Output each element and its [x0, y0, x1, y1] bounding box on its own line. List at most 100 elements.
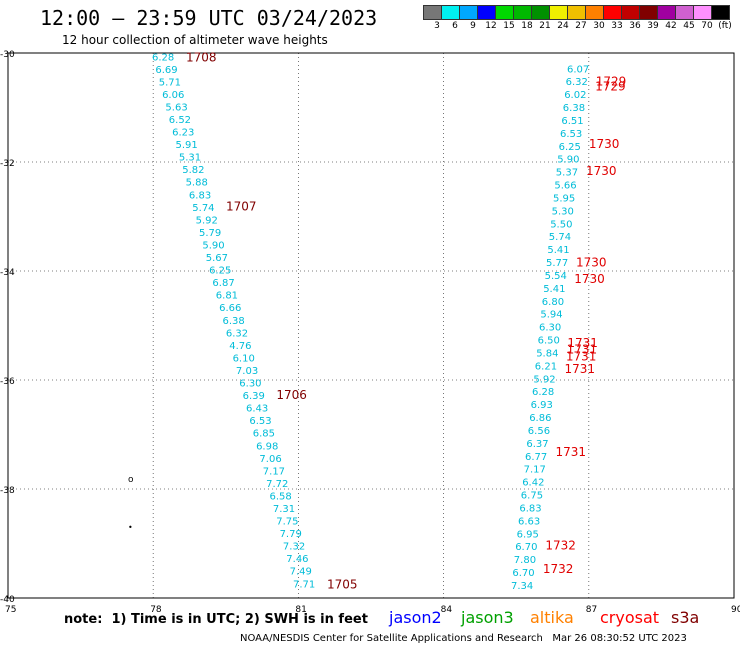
- pass-time-label: 1706: [276, 388, 307, 402]
- pass-time-label: 1731: [565, 362, 596, 376]
- wave-height-value: 6.06: [162, 90, 184, 101]
- map-frame: [7, 52, 735, 599]
- wave-height-value: 5.82: [182, 165, 204, 176]
- wave-height-value: 7.06: [259, 454, 281, 465]
- wave-height-value: 5.31: [179, 153, 201, 164]
- wave-height-value: 6.77: [525, 452, 547, 463]
- wave-height-value: 5.41: [547, 245, 569, 256]
- wave-height-value: 6.70: [512, 568, 534, 579]
- wave-height-value: 6.32: [566, 77, 588, 88]
- satellite-legend-jason2: jason2: [389, 608, 442, 627]
- wave-height-value: 5.74: [549, 232, 571, 243]
- x-axis-ticks: 75 78 81 84 87 90: [5, 605, 740, 615]
- legend-label: 45: [683, 21, 695, 31]
- x-tick-label: 81: [295, 605, 306, 615]
- wave-height-value: 5.90: [202, 240, 224, 251]
- pass-time-label: 1731: [566, 349, 597, 363]
- wave-height-value: 6.53: [560, 129, 582, 140]
- x-tick-label: 90: [731, 605, 740, 615]
- x-tick-label: 75: [5, 605, 16, 615]
- legend-label: 15: [503, 21, 515, 31]
- wave-height-value: 6.93: [531, 400, 553, 411]
- legend-label: 27: [575, 21, 587, 31]
- y-tick-label: -38: [0, 486, 15, 496]
- wave-height-value: 5.95: [553, 193, 575, 204]
- west-track-times: 1708 1707 1706 1705: [186, 50, 358, 591]
- wave-height-value: 5.63: [165, 102, 187, 113]
- satellite-legend-cryosat: cryosat: [600, 608, 660, 627]
- island-marker: •: [128, 523, 133, 532]
- wave-height-value: 7.71: [293, 579, 315, 590]
- wave-height-value: 5.90: [557, 155, 579, 166]
- east-track-times: 1729172917301730173017301731173117311731…: [543, 74, 626, 576]
- color-legend-labels: 3 6 9 12 15 18 21 24 27 30 33 36 39 42 45 70 (ft): [423, 21, 740, 33]
- legend-label: 12: [485, 21, 497, 31]
- wave-height-value: 7.79: [280, 529, 302, 540]
- y-tick-label: -34: [0, 268, 15, 278]
- legend-label: 30: [593, 21, 605, 31]
- wave-height-value: 6.51: [561, 116, 583, 127]
- pass-time-label: 1731: [567, 342, 598, 356]
- wave-height-value: 6.02: [564, 90, 586, 101]
- x-tick-label: 78: [150, 605, 162, 615]
- wave-height-value: 6.30: [539, 323, 561, 334]
- pass-time-label: 1730: [576, 256, 607, 270]
- map-grid: [8, 53, 734, 598]
- wave-height-value: 6.30: [239, 379, 261, 390]
- satellite-legend-altika: altika: [530, 608, 574, 627]
- wave-height-value: 6.63: [518, 516, 540, 527]
- wave-height-value: 5.92: [533, 374, 555, 385]
- pass-time-label: 1729: [595, 80, 626, 94]
- wave-height-value: 6.10: [233, 353, 255, 364]
- wave-height-value: 5.30: [552, 206, 574, 217]
- wave-height-value: 6.98: [256, 441, 278, 452]
- wave-height-value: 5.92: [196, 215, 218, 226]
- pass-time-label: 1732: [545, 539, 576, 553]
- pass-time-label: 1705: [327, 577, 358, 591]
- wave-height-value: 7.80: [514, 555, 536, 566]
- wave-height-value: 5.66: [554, 181, 576, 192]
- y-tick-label: -36: [0, 377, 15, 387]
- wave-height-value: 6.37: [526, 439, 548, 450]
- pass-time-label: 1730: [586, 164, 617, 178]
- wave-height-value: 6.32: [226, 328, 248, 339]
- wave-height-value: 6.23: [172, 128, 194, 139]
- legend-label: 24: [557, 21, 569, 31]
- y-tick-label: -40: [0, 595, 15, 605]
- legend-label: 36: [629, 21, 641, 31]
- wave-height-value: 7.34: [511, 581, 533, 592]
- pass-time-label: 1732: [543, 562, 574, 576]
- wave-height-value: 6.83: [189, 190, 211, 201]
- footer-credit: NOAA/NESDIS Center for Satellite Applica…: [240, 633, 687, 644]
- wave-height-value: 5.37: [556, 168, 578, 179]
- wave-height-value: 6.95: [517, 529, 539, 540]
- pass-time-label: 1731: [556, 445, 587, 459]
- y-tick-label: -30: [0, 50, 15, 60]
- pass-time-label: 1730: [589, 137, 620, 151]
- x-tick-label: 87: [586, 605, 597, 615]
- wave-height-value: 6.87: [212, 278, 234, 289]
- wave-height-value: 6.50: [538, 336, 560, 347]
- wave-height-value: 6.70: [515, 542, 537, 553]
- legend-label: (ft): [718, 21, 732, 31]
- wave-height-value: 7.75: [276, 517, 298, 528]
- wave-height-value: 7.49: [290, 567, 312, 578]
- wave-height-value: 6.86: [529, 413, 551, 424]
- west-track-values: 6.28 6.695.71 6.065.63 6.52 6.235.91 5.315.82…: [152, 52, 315, 590]
- page-subtitle: 12 hour collection of altimeter wave hei…: [62, 33, 328, 47]
- wave-height-value: 6.80: [542, 297, 564, 308]
- pass-time-label: 1707: [226, 200, 257, 214]
- legend-label: 42: [665, 21, 677, 31]
- island-marker: o: [128, 475, 134, 485]
- wave-height-value: 5.84: [536, 348, 558, 359]
- wave-height-value: 6.52: [169, 115, 191, 126]
- page-title: 12:00 – 23:59 UTC 03/24/2023: [40, 6, 378, 30]
- wave-height-value: 5.91: [176, 140, 198, 151]
- wave-height-value: 5.67: [206, 253, 228, 264]
- wave-height-value: 6.85: [253, 429, 275, 440]
- wave-height-value: 6.75: [521, 491, 543, 502]
- wave-height-value: 5.88: [186, 178, 208, 189]
- legend-swatch: [711, 5, 730, 20]
- legend-label: 18: [521, 21, 533, 31]
- wave-height-value: 7.72: [266, 479, 288, 490]
